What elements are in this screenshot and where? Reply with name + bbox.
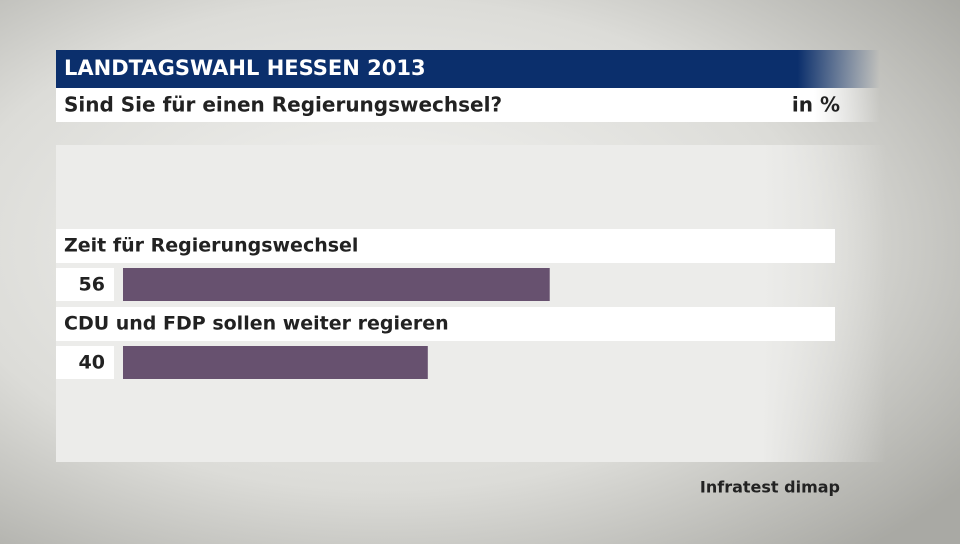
category-label: CDU und FDP sollen weiter regieren — [64, 313, 449, 335]
source: Infratest dimap — [700, 478, 840, 497]
plot-area — [56, 145, 886, 462]
title-bar — [56, 50, 880, 88]
bar — [123, 346, 428, 379]
subtitle-bar — [56, 88, 880, 122]
value-label: 56 — [79, 274, 105, 296]
value-box — [56, 268, 114, 301]
bar — [123, 268, 550, 301]
category-band — [56, 307, 835, 341]
chart-subtitle: Sind Sie für einen Regierungswechsel? — [64, 93, 502, 117]
unit-label: in % — [792, 93, 840, 117]
value-label: 40 — [79, 352, 105, 374]
chart-title: LANDTAGSWAHL HESSEN 2013 — [64, 56, 426, 80]
value-box — [56, 346, 114, 379]
category-label: Zeit für Regierungswechsel — [64, 235, 358, 257]
category-band — [56, 229, 835, 263]
